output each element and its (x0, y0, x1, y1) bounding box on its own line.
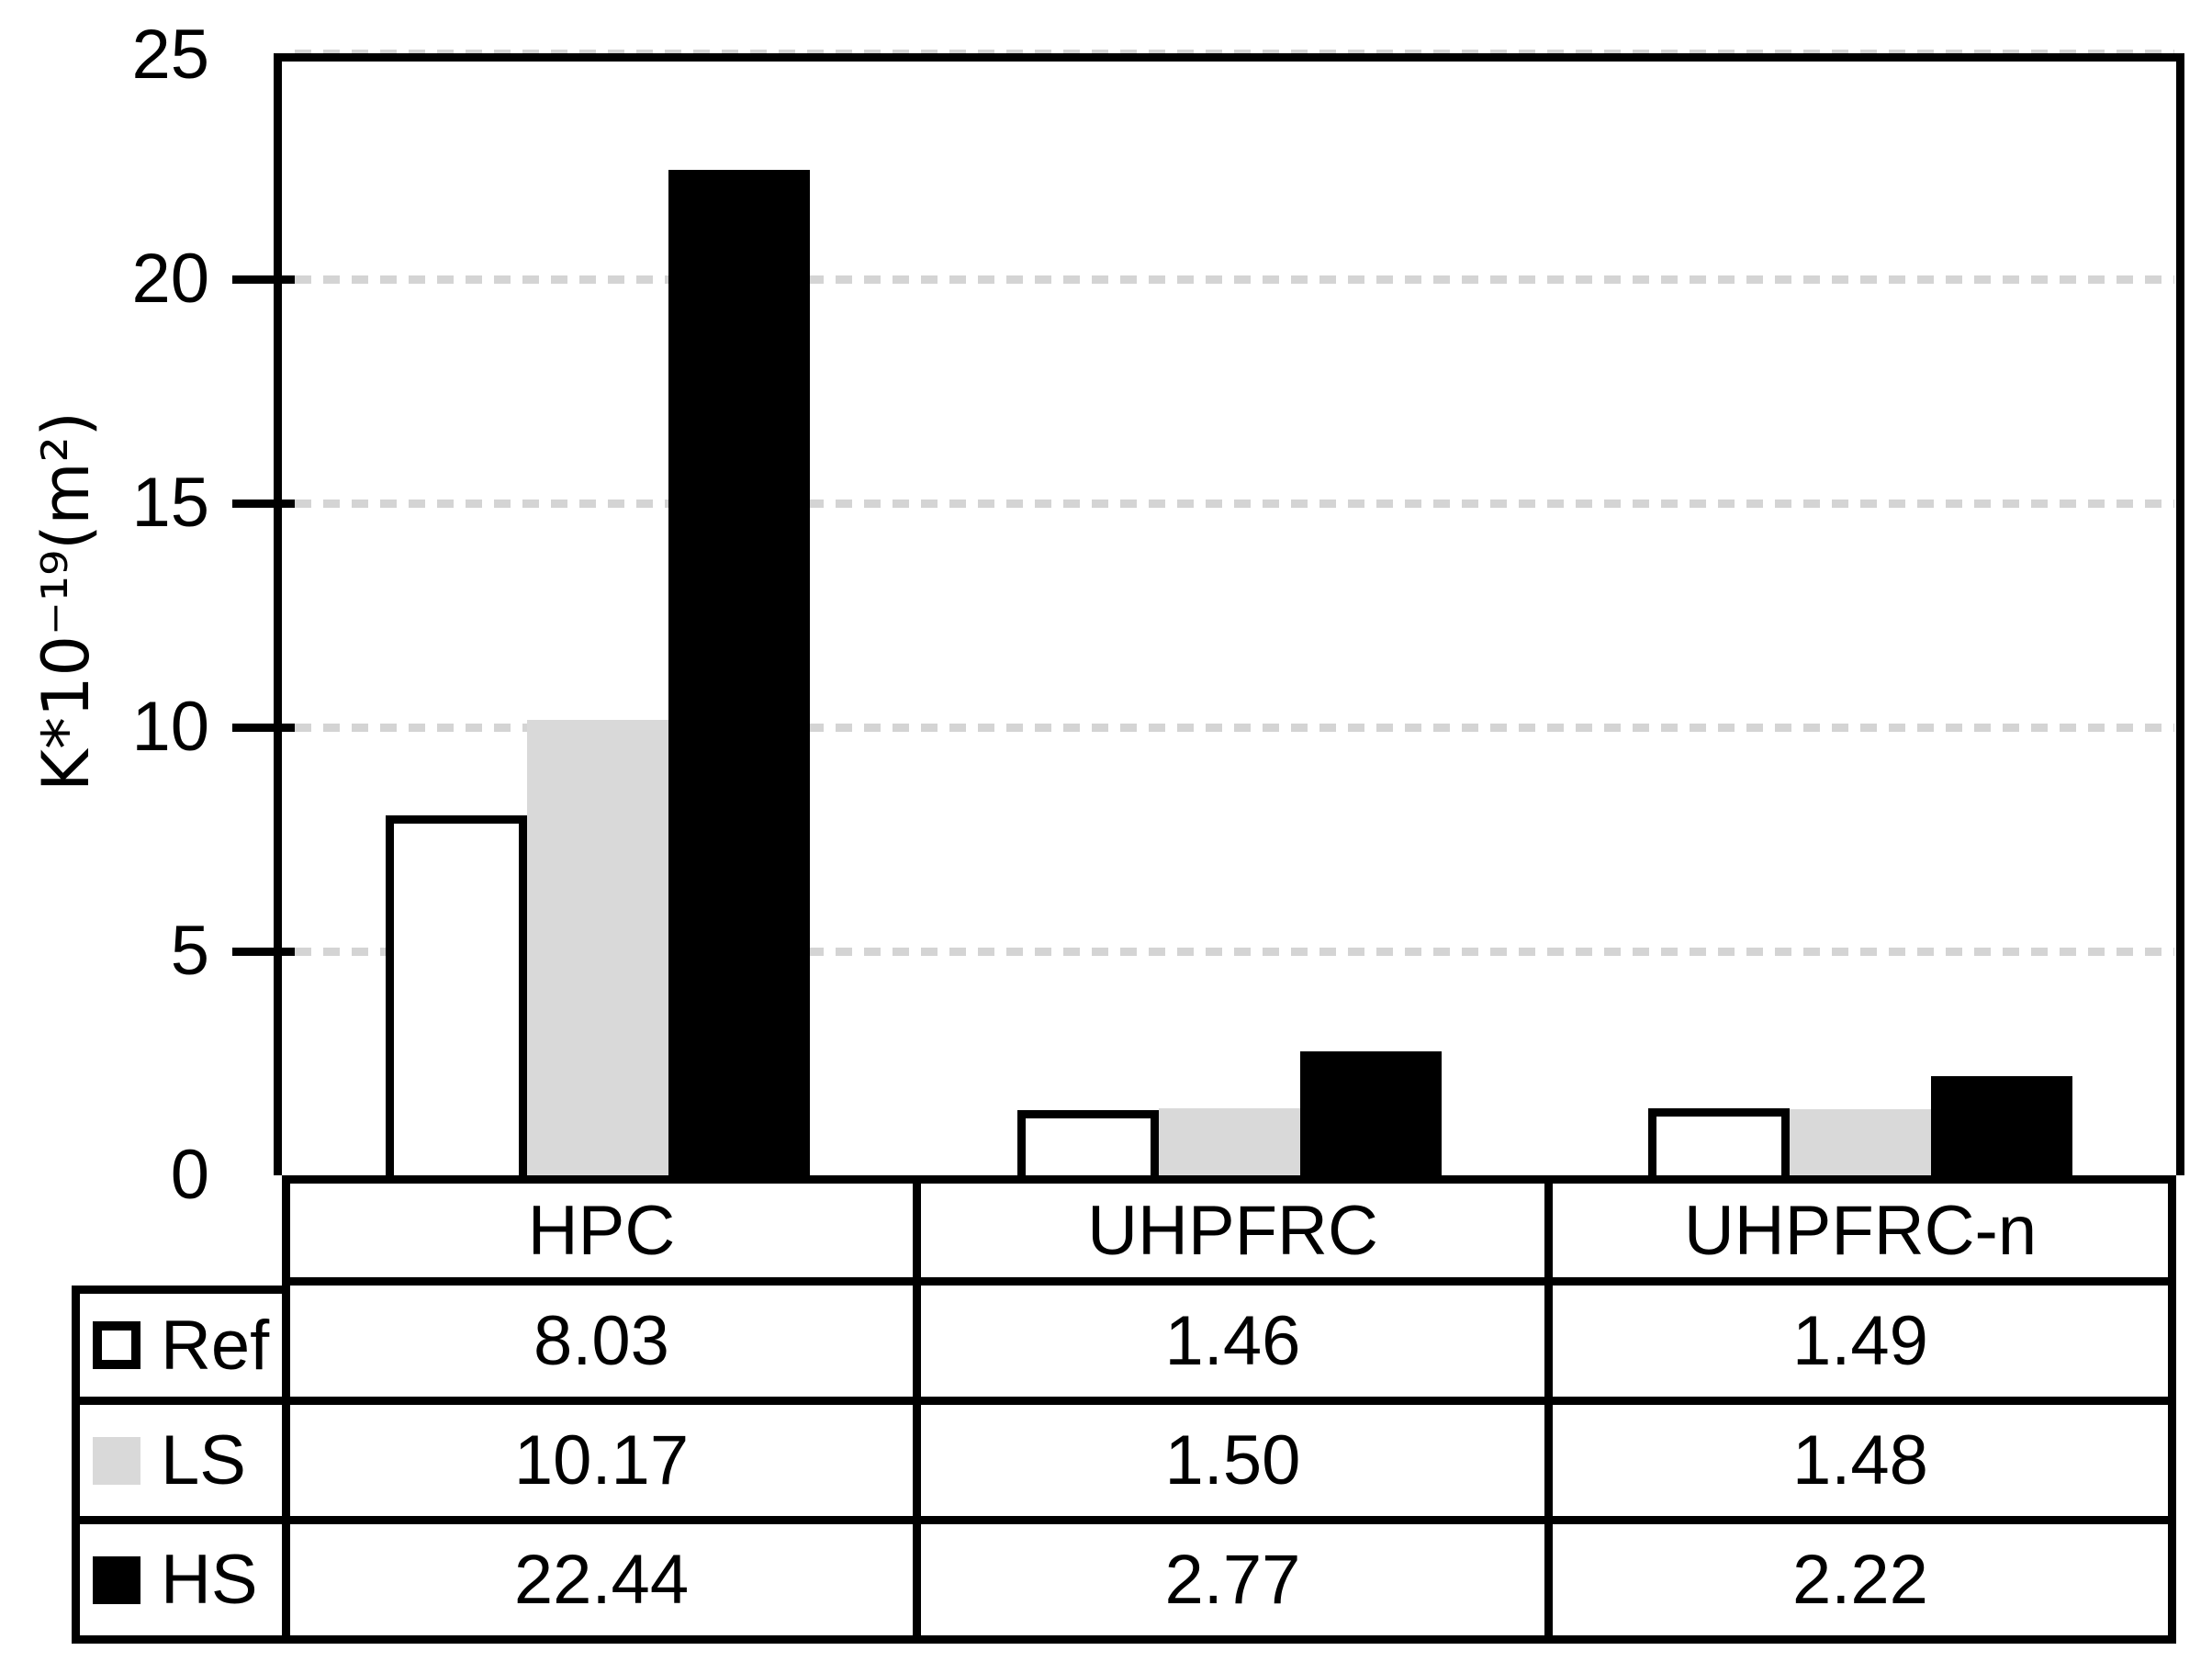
data-table: HPC UHPFRC UHPFRC-n Ref 8.03 1.46 1.49 LS 10.17 1… (72, 1175, 2176, 1644)
legend-label-LS: LS (161, 1421, 246, 1499)
legend-cell-Ref: Ref (72, 1286, 282, 1405)
plot-border-top (274, 53, 2184, 62)
y-tick-mark-10 (232, 723, 295, 732)
gridline-5 (295, 947, 2174, 956)
plot-border-right (2176, 53, 2184, 1175)
table-corner-blank (72, 1175, 282, 1286)
gridline-15 (295, 499, 2174, 508)
bar-LS-UHPFRC-n (1790, 1108, 1932, 1175)
y-axis-line (274, 53, 282, 1175)
table-value-HS-UHPFRC: 2.77 (913, 1524, 1544, 1644)
bar-Ref-UHPFRC-n (1648, 1108, 1791, 1175)
column-header-UHPFRC: UHPFRC (913, 1175, 1544, 1286)
bar-HS-UHPFRC (1299, 1050, 1442, 1175)
bar-group-UHPFRC (914, 55, 1545, 1175)
legend-cell-LS: LS (72, 1405, 282, 1524)
y-tick-mark-20 (232, 275, 295, 284)
legend-swatch-LS (93, 1436, 140, 1485)
bar-LS-UHPFRC (1158, 1107, 1300, 1175)
bar-Ref-UHPFRC (1016, 1109, 1159, 1175)
table-value-LS-UHPFRC-n: 1.48 (1544, 1405, 2176, 1524)
y-tick-mark-15 (232, 499, 295, 508)
table-value-LS-UHPFRC: 1.50 (913, 1405, 1544, 1524)
y-axis-tick-labels: 0 5 10 15 20 25 (0, 20, 209, 1210)
table-value-LS-HPC: 10.17 (282, 1405, 913, 1524)
legend-swatch-HS (93, 1555, 140, 1604)
column-header-HPC: HPC (282, 1175, 913, 1286)
column-header-UHPFRC-n: UHPFRC-n (1544, 1175, 2176, 1286)
legend-label-HS: HS (161, 1541, 258, 1619)
legend-label-Ref: Ref (161, 1306, 270, 1385)
table-value-Ref-HPC: 8.03 (282, 1286, 913, 1405)
legend-cell-HS: HS (72, 1524, 282, 1644)
bar-group-UHPFRC-n (1544, 55, 2176, 1175)
y-tick-label-20: 20 (131, 240, 209, 318)
y-tick-label-5: 5 (170, 912, 209, 990)
table-value-Ref-UHPFRC: 1.46 (913, 1286, 1544, 1405)
plot-area (232, 50, 2184, 1175)
bar-LS-HPC (526, 719, 668, 1175)
bar-group-HPC (282, 55, 914, 1175)
gridline-20 (295, 275, 2174, 284)
y-tick-mark-5 (232, 947, 295, 956)
bar-Ref-HPC (385, 815, 527, 1175)
y-tick-label-15: 15 (131, 464, 209, 542)
table-value-Ref-UHPFRC-n: 1.49 (1544, 1286, 2176, 1405)
bar-HS-HPC (668, 169, 810, 1175)
bar-HS-UHPFRC-n (1931, 1075, 2073, 1175)
table-value-HS-UHPFRC-n: 2.22 (1544, 1524, 2176, 1644)
y-tick-label-10: 10 (131, 688, 209, 766)
y-tick-label-0: 0 (170, 1136, 209, 1214)
table-value-HS-HPC: 22.44 (282, 1524, 913, 1644)
legend-swatch-Ref (93, 1321, 140, 1369)
y-tick-label-25: 25 (131, 16, 209, 94)
gridline-10 (295, 723, 2174, 732)
bar-groups (282, 55, 2176, 1175)
